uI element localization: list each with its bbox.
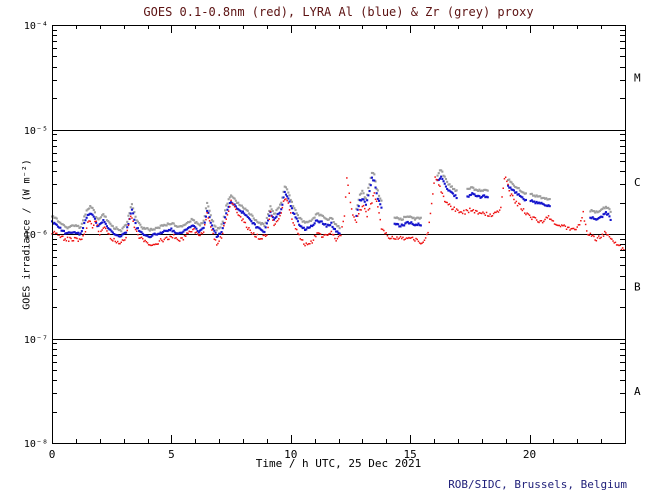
series-lyra-al-proxy: [51, 175, 612, 239]
x-tick-label: 5: [168, 448, 175, 461]
flare-class-label: C: [634, 176, 641, 189]
flare-class-label: A: [634, 385, 641, 398]
y-tick-label: 10⁻⁸: [24, 439, 48, 450]
x-tick-label: 0: [49, 448, 56, 461]
series-lyra-zr-proxy: [51, 169, 612, 233]
series-goes-0-1-0-8nm: [51, 176, 625, 251]
y-tick-label: 10⁻⁷: [24, 335, 48, 346]
y-tick-label: 10⁻⁵: [24, 126, 48, 137]
flare-class-label: M: [634, 71, 641, 84]
y-tick-label: 10⁻⁴: [24, 21, 48, 32]
y-tick-label: 10⁻⁶: [24, 230, 48, 241]
flare-class-label: B: [634, 280, 641, 293]
chart-title: GOES 0.1-0.8nm (red), LYRA Al (blue) & Z…: [143, 5, 534, 19]
x-tick-label: 15: [404, 448, 417, 461]
x-axis-label: Time / h UTC, 25 Dec 2021: [255, 457, 422, 470]
x-tick-label: 10: [284, 448, 297, 461]
credit-text: ROB/SIDC, Brussels, Belgium: [448, 478, 627, 491]
x-tick-label: 20: [523, 448, 536, 461]
